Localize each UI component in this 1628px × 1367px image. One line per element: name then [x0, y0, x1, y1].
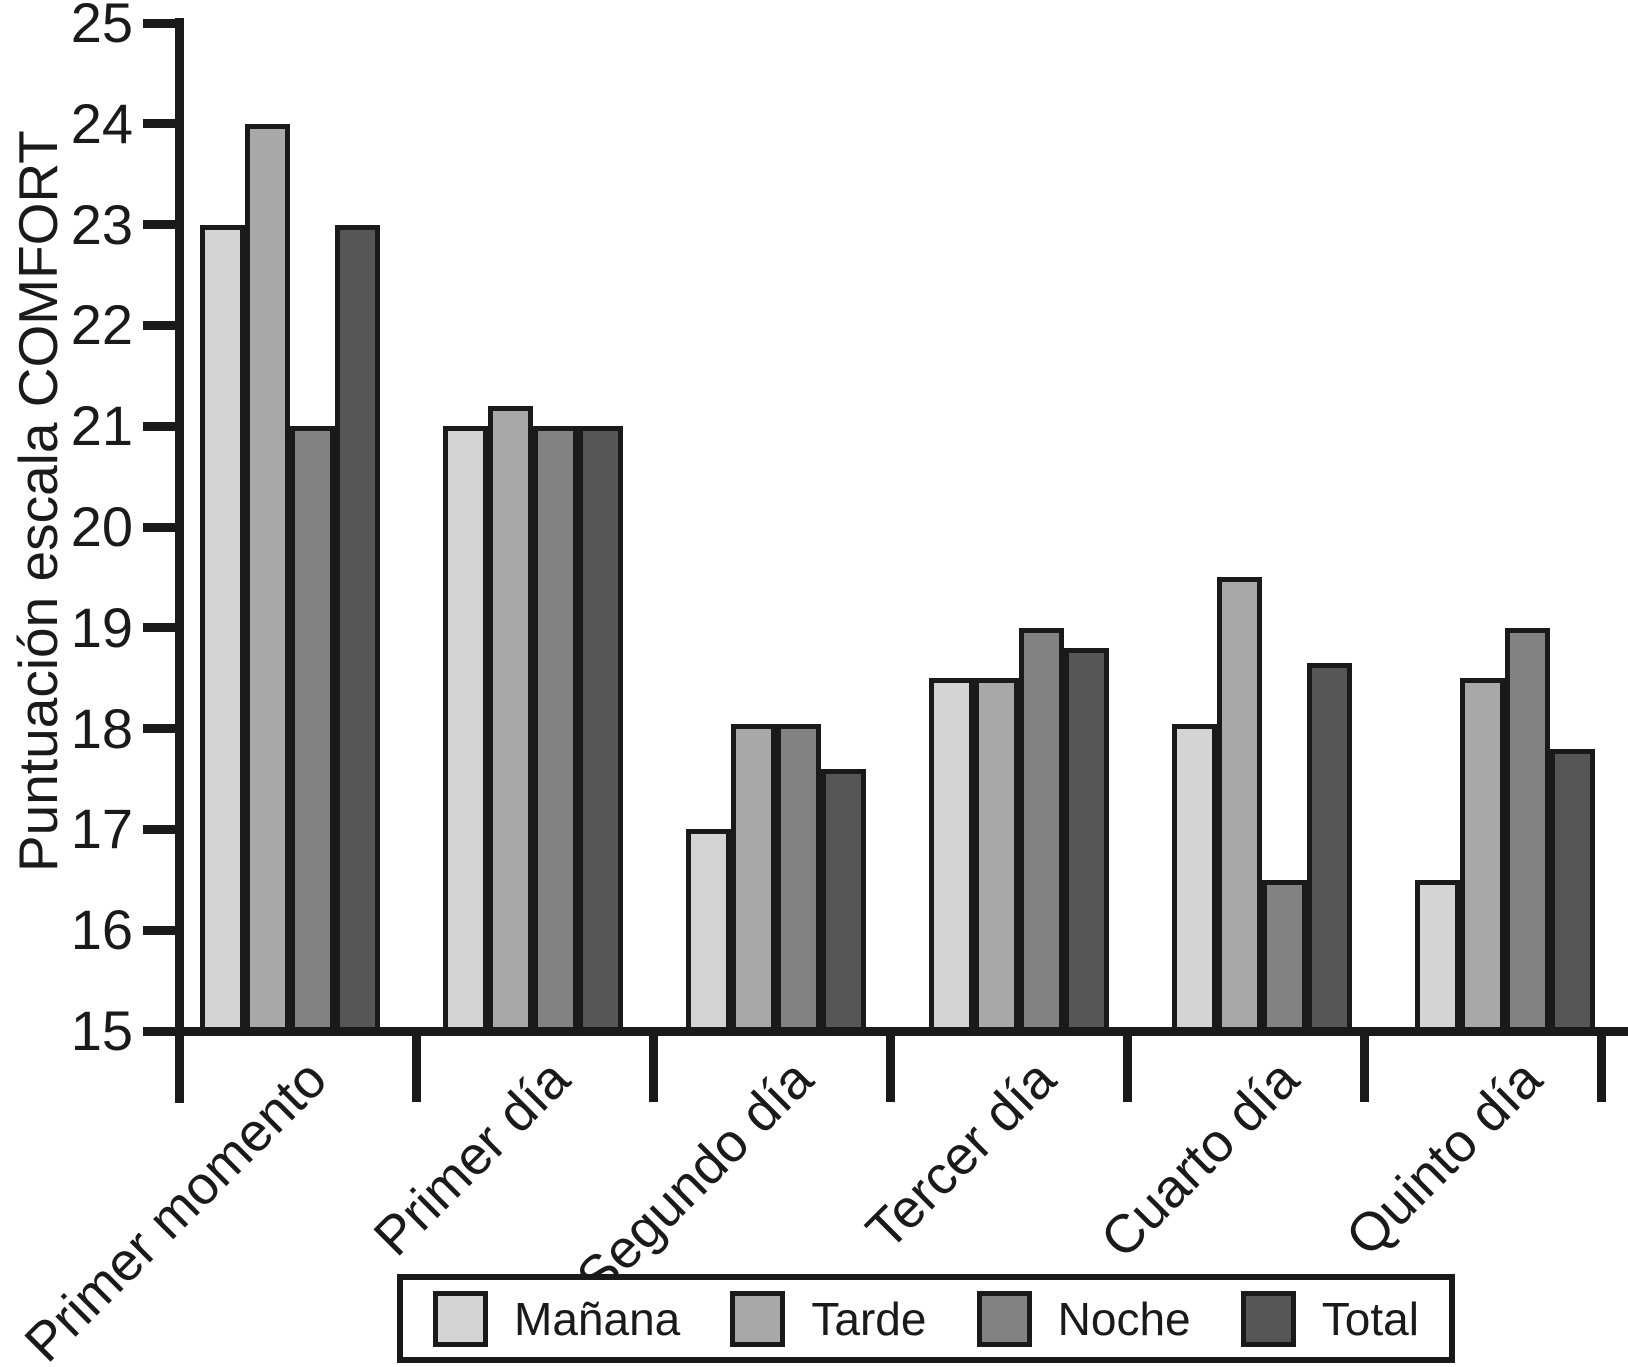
- bar-manana-primer-dia: [442, 426, 488, 1036]
- y-tick-label-18: 18: [70, 696, 133, 760]
- y-tick-mark-24: [143, 119, 179, 129]
- legend-item-tarde: Tarde: [730, 1290, 927, 1347]
- y-tick-mark-23: [143, 220, 179, 230]
- y-tick-label-23: 23: [70, 192, 133, 256]
- legend-swatch-tarde: [730, 1290, 786, 1347]
- y-tick-mark-16: [143, 925, 179, 935]
- y-axis-line: [175, 18, 184, 1103]
- bar-noche-quinto-dia: [1504, 627, 1550, 1036]
- legend-item-noche: Noche: [976, 1290, 1191, 1347]
- legend-label-manana: Mañana: [514, 1292, 681, 1345]
- x-tick-mark-4: [1122, 1032, 1132, 1102]
- bar-noche-primer-dia: [532, 426, 578, 1036]
- bar-manana-cuarto-dia: [1171, 723, 1217, 1036]
- legend-label-tarde: Tarde: [811, 1292, 927, 1345]
- legend-swatch-manana: [433, 1290, 488, 1347]
- y-tick-label-15: 15: [70, 999, 133, 1062]
- x-tick-mark-2: [648, 1032, 658, 1102]
- x-tick-mark-3: [885, 1032, 895, 1102]
- y-tick-mark-20: [143, 522, 179, 532]
- legend-item-manana: Mañana: [433, 1290, 681, 1347]
- legend-label-total: Total: [1321, 1292, 1419, 1345]
- y-tick-mark-17: [143, 824, 179, 834]
- bar-tarde-quinto-dia: [1459, 678, 1505, 1036]
- bar-noche-cuarto-dia: [1261, 879, 1307, 1036]
- bar-manana-tercer-dia: [928, 678, 974, 1036]
- bar-total-tercer-dia: [1063, 647, 1109, 1036]
- bar-total-cuarto-dia: [1306, 663, 1352, 1036]
- y-tick-label-19: 19: [70, 595, 133, 659]
- bar-noche-tercer-dia: [1018, 627, 1064, 1036]
- bar-manana-primer-momento: [199, 224, 245, 1036]
- x-axis-line: [175, 1027, 1628, 1036]
- y-tick-mark-25: [143, 18, 179, 28]
- bar-noche-segundo-dia: [775, 723, 821, 1036]
- y-tick-label-17: 17: [70, 797, 133, 861]
- legend-swatch-noche: [976, 1290, 1032, 1347]
- y-tick-mark-15: [143, 1026, 179, 1036]
- y-tick-mark-18: [143, 724, 179, 734]
- y-tick-mark-21: [143, 421, 179, 431]
- legend-swatch-total: [1240, 1290, 1296, 1347]
- y-tick-label-24: 24: [70, 91, 133, 155]
- bar-total-primer-dia: [577, 426, 623, 1036]
- legend-label-noche: Noche: [1057, 1292, 1191, 1345]
- bar-manana-segundo-dia: [685, 829, 731, 1036]
- y-tick-label-22: 22: [70, 293, 133, 357]
- x-tick-mark-6: [1596, 1032, 1606, 1102]
- y-tick-mark-22: [143, 320, 179, 330]
- y-tick-label-21: 21: [70, 394, 133, 458]
- bar-total-primer-momento: [334, 224, 380, 1036]
- bar-tarde-primer-momento: [244, 123, 290, 1036]
- bar-tarde-tercer-dia: [973, 678, 1019, 1036]
- y-tick-label-20: 20: [70, 495, 133, 558]
- bar-total-segundo-dia: [820, 768, 866, 1036]
- bar-tarde-primer-dia: [487, 406, 533, 1036]
- x-label-segundo-dia: Segundo día: [565, 1048, 825, 1308]
- y-tick-label-16: 16: [70, 898, 133, 962]
- y-tick-label-25: 25: [70, 0, 133, 54]
- bar-tarde-cuarto-dia: [1216, 577, 1262, 1036]
- legend-box: Mañana Tarde Noche Total: [397, 1274, 1455, 1363]
- bar-tarde-segundo-dia: [730, 723, 776, 1036]
- x-label-primer-dia: Primer día: [363, 1048, 582, 1268]
- x-tick-mark-1: [411, 1032, 421, 1102]
- x-tick-mark-5: [1359, 1032, 1369, 1102]
- legend-item-total: Total: [1240, 1290, 1419, 1347]
- bar-noche-primer-momento: [289, 426, 335, 1036]
- bar-total-quinto-dia: [1549, 748, 1595, 1036]
- bar-manana-quinto-dia: [1414, 879, 1460, 1036]
- y-tick-mark-19: [143, 623, 179, 633]
